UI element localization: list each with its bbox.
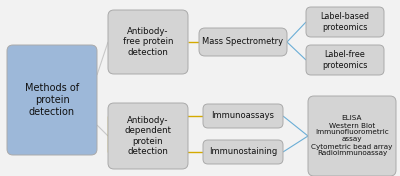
FancyBboxPatch shape [306, 7, 384, 37]
Text: Immunostaining: Immunostaining [209, 147, 277, 156]
Text: ELISA
Western Blot
Immunofluorometric
assay
Cytometric bead array
Radioimmunoass: ELISA Western Blot Immunofluorometric as… [311, 115, 393, 156]
FancyBboxPatch shape [203, 140, 283, 164]
Text: Mass Spectrometry: Mass Spectrometry [202, 37, 284, 46]
Text: Antibody-
dependent
protein
detection: Antibody- dependent protein detection [124, 116, 172, 156]
FancyBboxPatch shape [199, 28, 287, 56]
FancyBboxPatch shape [7, 45, 97, 155]
FancyBboxPatch shape [108, 103, 188, 169]
FancyBboxPatch shape [306, 45, 384, 75]
FancyBboxPatch shape [308, 96, 396, 176]
Text: Label-free
proteomics: Label-free proteomics [322, 50, 368, 70]
FancyBboxPatch shape [203, 104, 283, 128]
Text: Immunoassays: Immunoassays [212, 112, 274, 121]
FancyBboxPatch shape [108, 10, 188, 74]
Text: Label-based
proteomics: Label-based proteomics [320, 12, 370, 32]
Text: Antibody-
free protein
detection: Antibody- free protein detection [123, 27, 173, 57]
Text: Methods of
protein
detection: Methods of protein detection [25, 83, 79, 117]
